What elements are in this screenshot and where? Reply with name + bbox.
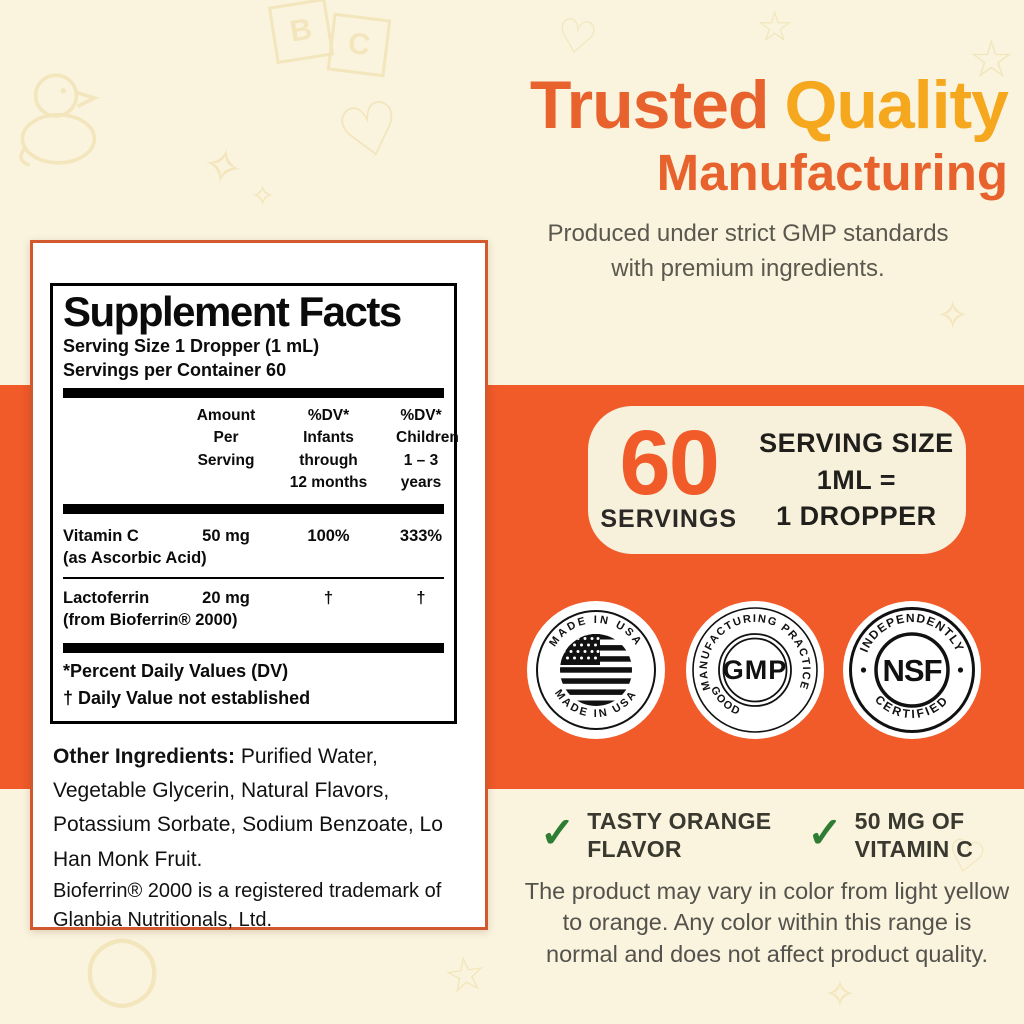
facts-table-header: Amount Per Serving %DV* Infants through …	[63, 403, 459, 499]
us-flag-icon	[560, 634, 632, 706]
column-dv-infants: %DV* Infants through 12 months	[289, 406, 368, 492]
supplement-facts-title: Supplement Facts	[63, 288, 402, 335]
doodle-heart-icon: ♡	[329, 85, 412, 179]
footnote-dagger: † Daily Value not established	[63, 687, 311, 708]
nutrient-source: (as Ascorbic Acid)	[63, 548, 207, 567]
divider-thin	[63, 577, 444, 580]
divider-thick	[63, 642, 444, 653]
doodle-circle-icon: ◯	[84, 930, 161, 1006]
feature-label: 50 MG OF VITAMIN C	[854, 808, 974, 862]
doodle-sparkle-icon: ✧	[250, 180, 276, 213]
made-in-usa-badge: MADE IN USA MADE IN USA	[526, 600, 666, 740]
column-amount: Amount Per Serving	[196, 406, 256, 469]
table-row-vitamin-c: Vitamin C 50 mg 100% 333% (as Ascorbic A…	[63, 519, 444, 576]
doodle-sparkle-icon: ✧	[196, 135, 250, 199]
table-row-lactoferrin: Lactoferrin 20 mg † † (from Bioferrin® 2…	[63, 581, 444, 638]
doodle-sparkle-icon: ✧	[936, 294, 970, 338]
doodle-sparkle-icon: ✧	[824, 974, 856, 1016]
nutrient-dv-infants: 100%	[307, 526, 350, 545]
other-ingredients-label: Other Ingredients:	[53, 745, 236, 768]
doodle-duck-icon	[19, 73, 100, 167]
page-title-line2: Manufacturing	[656, 144, 1008, 202]
nsf-badge-center-text: NSF	[883, 653, 942, 688]
doodle-heart-icon: ♡	[551, 7, 602, 67]
doodle-star-icon: ☆	[440, 946, 491, 1005]
doodle-abc-block-c-icon: C	[326, 12, 392, 78]
page-title: Trusted Quality	[488, 67, 1009, 143]
servings-count-label: SERVINGS	[600, 505, 738, 534]
gmp-badge: MANUFACTURING PRACTICE GOOD GMP	[685, 600, 825, 740]
servings-count-block: 60 SERVINGS	[600, 411, 738, 534]
nutrient-amount: 50 mg	[202, 526, 250, 545]
checkmark-icon: ✓	[807, 809, 843, 856]
doodle-star-icon: ☆	[968, 31, 1015, 89]
title-word-quality: Quality	[784, 67, 1009, 143]
supplement-facts-card: Supplement Facts Serving Size 1 Dropper …	[30, 240, 488, 931]
feature-vitamin-c: ✓ 50 MG OF VITAMIN C	[807, 808, 973, 863]
gmp-badge-center-text: GMP	[723, 655, 788, 685]
servings-per-container-line: Servings per Container 60	[63, 360, 287, 381]
supplement-facts-panel: Supplement Facts Serving Size 1 Dropper …	[50, 283, 459, 724]
color-disclaimer: The product may vary in color from light…	[524, 878, 1010, 967]
checkmark-icon: ✓	[540, 809, 576, 856]
doodle-star-icon: ☆	[756, 3, 794, 50]
servings-count: 60	[619, 411, 720, 514]
nutrient-source: (from Bioferrin® 2000)	[63, 611, 238, 630]
nutrient-dv-children: 333%	[399, 526, 443, 545]
column-dv-children: %DV* Children 1 – 3 years	[396, 406, 459, 492]
header: Trusted Quality Manufacturing Produced un…	[488, 67, 1009, 287]
nutrient-dv-infants: †	[323, 589, 334, 608]
serving-size-block: SERVING SIZE 1ML = 1 DROPPER	[759, 428, 954, 532]
feature-list: ✓ TASTY ORANGE FLAVOR ✓ 50 MG OF VITAMIN…	[540, 808, 1020, 863]
title-word-trusted: Trusted	[529, 67, 770, 143]
doodle-abc-block-b-icon: B	[267, 0, 335, 65]
nsf-badge: INDEPENDENTLY CERTIFIED NSF	[842, 600, 982, 740]
divider-thick	[63, 503, 444, 514]
footnote-percent-dv: *Percent Daily Values (DV)	[63, 660, 289, 681]
feature-label: TASTY ORANGE FLAVOR	[587, 808, 772, 862]
divider-thick	[63, 387, 444, 398]
nutrient-name: Lactoferrin	[63, 589, 150, 608]
other-ingredients-list: Purified Water, Vegetable Glycerin, Natu…	[53, 745, 443, 871]
servings-card: 60 SERVINGS SERVING SIZE 1ML = 1 DROPPER	[588, 406, 966, 554]
header-spacer	[63, 405, 191, 495]
nutrient-amount: 20 mg	[202, 589, 250, 608]
feature-flavor: ✓ TASTY ORANGE FLAVOR	[540, 808, 771, 863]
nutrient-name: Vitamin C	[63, 526, 139, 545]
nutrient-dv-children: †	[416, 589, 426, 608]
trademark-note: Bioferrin® 2000 is a registered trademar…	[53, 880, 442, 931]
header-subtitle: Produced under strict GMP standards with…	[547, 220, 949, 283]
other-ingredients: Other Ingredients: Purified Water, Veget…	[53, 740, 469, 877]
serving-size-line: Serving Size 1 Dropper (1 mL)	[63, 336, 320, 357]
